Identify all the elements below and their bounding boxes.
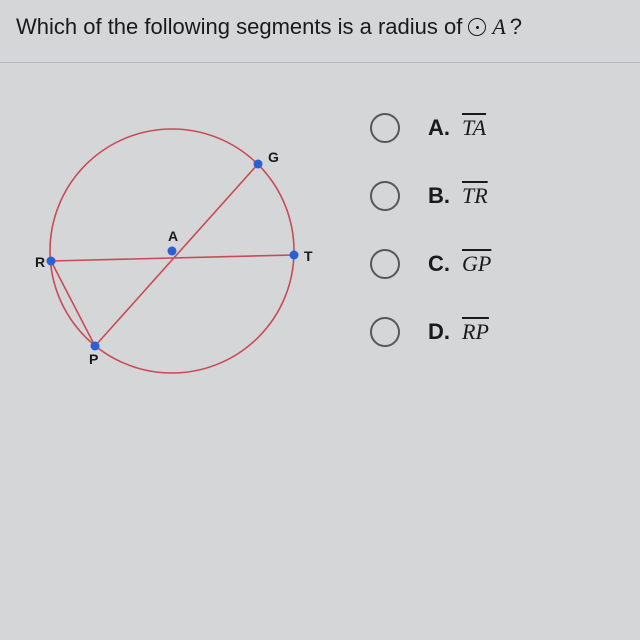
circle-symbol-icon [468,18,486,36]
choice-segment: GP [462,251,491,277]
choice-a[interactable]: A. TA [370,113,628,143]
radio-icon[interactable] [370,181,400,211]
radio-icon[interactable] [370,249,400,279]
choices-list: A. TA B. TR C. GP D. RP [332,91,628,385]
divider [0,62,640,63]
choice-letter: B. [428,183,450,209]
question-text: Which of the following segments is a rad… [0,0,640,62]
content-row: AGTRP A. TA B. TR C. GP D. RP [0,73,640,411]
svg-text:A: A [168,228,178,244]
choice-letter: C. [428,251,450,277]
choice-letter: A. [428,115,450,141]
choice-b[interactable]: B. TR [370,181,628,211]
question-after: ? [510,14,522,40]
svg-text:P: P [89,351,98,367]
question-before: Which of the following segments is a rad… [16,14,462,40]
svg-text:R: R [35,254,45,270]
svg-text:T: T [304,248,313,264]
radio-icon[interactable] [370,317,400,347]
circle-diagram: A G T R P [12,91,332,411]
choice-c[interactable]: C. GP [370,249,628,279]
choice-segment: RP [462,319,489,345]
svg-text:G: G [268,149,279,165]
choice-d[interactable]: D. RP [370,317,628,347]
choice-segment: TR [462,183,488,209]
question-circle-letter: A [492,14,505,40]
choice-segment: TA [462,115,486,141]
radio-icon[interactable] [370,113,400,143]
choice-letter: D. [428,319,450,345]
